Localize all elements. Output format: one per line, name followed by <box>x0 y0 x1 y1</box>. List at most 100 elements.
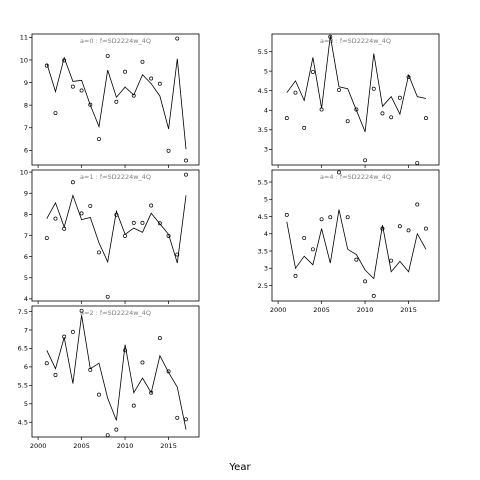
y-tick-label: 5 <box>24 400 28 408</box>
data-point <box>157 81 162 86</box>
panel-a1: a=1 : f=SD2224w_4Q 4 5 6 7 8 9 10 <box>20 168 200 304</box>
series-line <box>46 56 187 150</box>
data-point <box>149 76 154 81</box>
data-point <box>97 137 101 141</box>
data-point <box>363 158 368 163</box>
data-point <box>62 226 67 231</box>
data-point <box>105 294 110 299</box>
data-point <box>79 211 84 216</box>
y-tick-label: 5 <box>264 196 268 204</box>
data-point <box>114 212 119 217</box>
data-point <box>406 228 411 233</box>
data-point <box>371 293 376 298</box>
data-point <box>123 233 128 238</box>
data-point <box>397 95 402 100</box>
x-tick-label: 2010 <box>357 306 374 314</box>
data-point <box>131 93 136 98</box>
plot-frame <box>271 33 440 166</box>
data-point <box>97 392 101 397</box>
data-point <box>380 111 385 116</box>
y-tick-label: 3.5 <box>258 247 268 255</box>
y-tick-label: 10 <box>20 168 28 176</box>
panel-a2: a=2 : f=SD2224w_4Q 4.5 5 5.5 6 6.5 7 7.5 2000 200… <box>18 305 200 450</box>
data-point <box>389 115 394 120</box>
y-tick-label: 10 <box>20 56 28 64</box>
data-point <box>79 308 84 313</box>
data-point <box>175 252 180 257</box>
data-point <box>140 360 145 365</box>
data-point <box>184 417 188 422</box>
data-point <box>123 69 128 74</box>
y-tick-label: 2.5 <box>258 282 268 290</box>
y-tick-label: 5.5 <box>258 178 268 186</box>
x-axis-label: Year <box>228 462 251 473</box>
data-point <box>53 111 58 116</box>
data-point <box>175 415 180 420</box>
panel-a3: a=3 : f=SD2224w_4Q 3 3.5 4 4.5 5 5.5 <box>258 33 440 168</box>
data-point <box>328 215 333 220</box>
data-point <box>406 75 411 79</box>
data-point <box>88 102 93 107</box>
data-point <box>131 403 136 408</box>
y-tick-label: 6 <box>24 147 28 155</box>
series-line <box>46 194 187 264</box>
data-point <box>166 233 171 238</box>
data-point <box>53 216 58 221</box>
panel-title: a=0 : f=SD2224w_4Q <box>80 37 151 45</box>
y-tick-label: 4.5 <box>258 213 268 221</box>
y-tick-label: 5.5 <box>18 382 28 390</box>
y-tick-label: 3.5 <box>258 126 268 134</box>
data-point <box>166 148 171 153</box>
y-tick-label: 5 <box>264 67 268 75</box>
panel-title: a=2 : f=SD2224w_4Q <box>80 309 151 317</box>
y-tick-label: 9 <box>24 190 28 198</box>
series-line <box>286 209 427 280</box>
x-tick-label: 2015 <box>400 306 417 314</box>
data-point <box>293 90 298 95</box>
data-point <box>114 427 119 432</box>
plot-frame <box>31 33 200 166</box>
panel-title: a=1 : f=SD2224w_4Q <box>80 173 151 181</box>
y-tick-label: 6 <box>24 253 28 261</box>
data-point <box>131 220 136 225</box>
y-tick-label: 8 <box>24 211 28 219</box>
plot-frame <box>31 305 200 438</box>
data-point <box>166 369 171 374</box>
data-point <box>62 334 67 339</box>
data-point <box>397 224 402 229</box>
series-line <box>46 315 187 430</box>
data-point <box>157 221 162 226</box>
data-point <box>354 257 359 262</box>
data-point <box>310 69 315 74</box>
x-tick-label: 2000 <box>30 442 47 450</box>
data-point <box>70 329 75 334</box>
data-point <box>88 203 93 208</box>
series-line <box>286 35 427 132</box>
y-tick-label: 3 <box>264 265 268 273</box>
data-point <box>337 170 341 175</box>
data-point <box>328 34 333 39</box>
panel-a0: a=0 : f=SD2224w_4Q 6 7 8 9 10 11 <box>20 33 200 168</box>
y-tick-label: 3 <box>264 146 268 154</box>
data-point <box>44 361 49 366</box>
y-tick-label: 4 <box>264 107 268 115</box>
data-point <box>371 86 376 91</box>
data-point <box>140 220 145 225</box>
data-point <box>319 217 324 222</box>
y-tick-label: 6.5 <box>18 345 28 353</box>
x-tick-label: 2010 <box>117 442 134 450</box>
data-point <box>337 87 341 92</box>
y-tick-label: 6 <box>24 363 28 371</box>
data-point <box>424 226 428 231</box>
data-point <box>354 107 359 112</box>
data-point <box>62 58 67 63</box>
y-tick-label: 7 <box>24 326 28 334</box>
data-point <box>175 36 180 41</box>
data-point <box>184 172 188 177</box>
panel-a4: a=4 : f=SD2224w_4Q 2.5 3 3.5 4 4.5 5 5.5 2000 200… <box>258 169 440 314</box>
data-point <box>157 336 162 341</box>
plot-frame <box>31 169 200 302</box>
y-tick-label: 5.5 <box>258 48 268 56</box>
data-point <box>293 273 298 278</box>
